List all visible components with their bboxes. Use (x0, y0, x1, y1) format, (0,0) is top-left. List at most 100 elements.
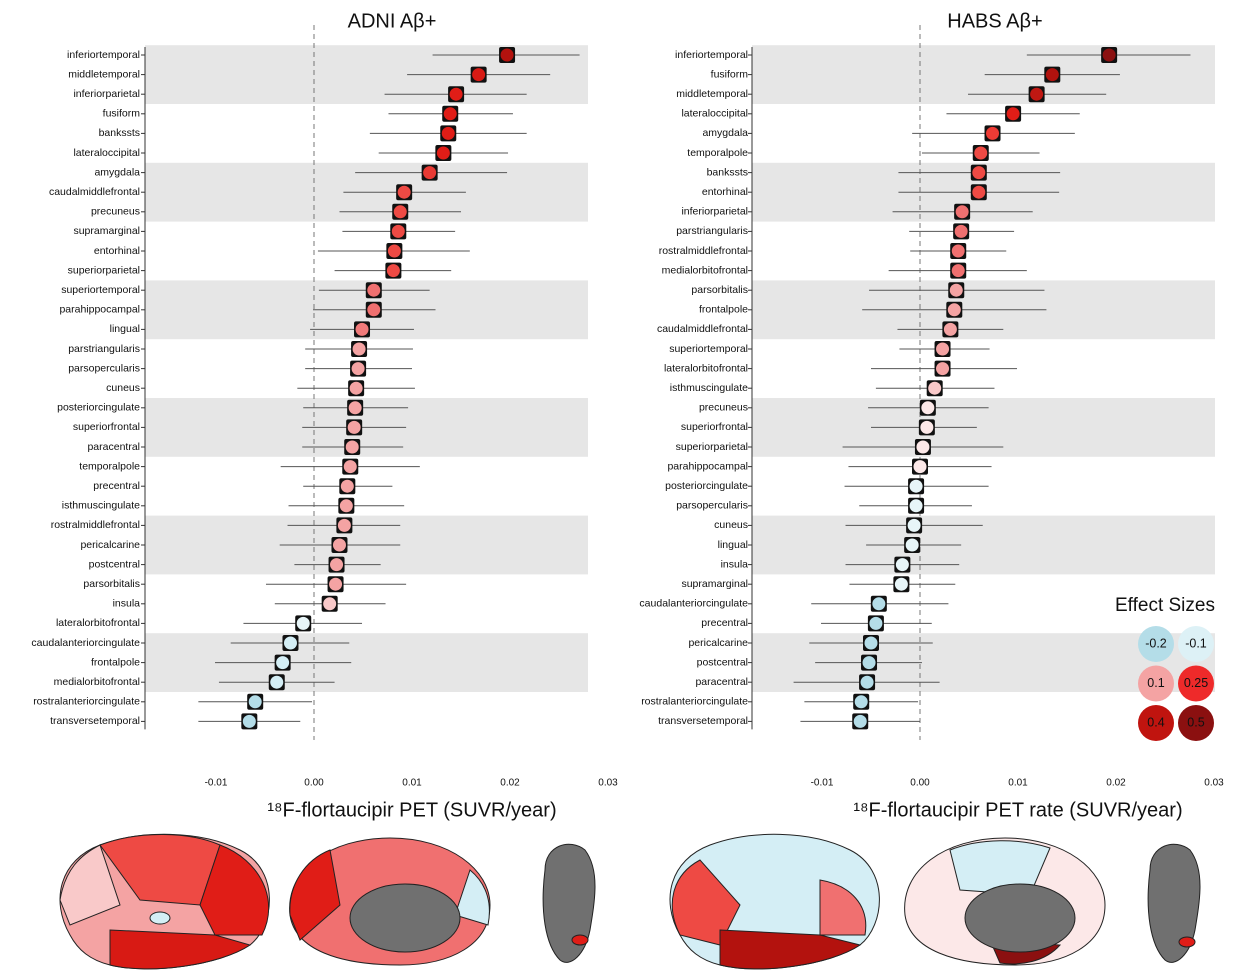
y-tick-label: medialorbitofrontal (662, 264, 748, 276)
legend-label: 0.25 (1184, 676, 1208, 690)
y-tick-label: rostralmiddlefrontal (51, 519, 140, 531)
point-estimate (936, 362, 949, 375)
x-tick-label: 0.02 (1106, 778, 1126, 789)
adni-medial-brain (290, 838, 490, 965)
y-tick-label: parsopercularis (676, 500, 748, 512)
point-estimate (472, 68, 485, 81)
row-band (752, 398, 1215, 457)
y-tick-label: lateralorbitofrontal (664, 362, 748, 374)
row-band (752, 516, 1215, 575)
y-tick-label: caudalmiddlefrontal (49, 186, 140, 198)
y-tick-label: parsorbitalis (83, 578, 140, 590)
point-estimate (1007, 107, 1020, 120)
point-estimate (916, 441, 929, 454)
point-estimate (387, 264, 400, 277)
point-estimate (936, 343, 949, 356)
habs-lateral-brain (670, 834, 879, 969)
point-estimate (284, 637, 297, 650)
y-tick-label: entorhinal (94, 245, 140, 257)
point-estimate (398, 186, 411, 199)
x-tick-label: 0.03 (598, 778, 618, 789)
point-estimate (972, 166, 985, 179)
point-estimate (444, 107, 457, 120)
point-estimate (869, 617, 882, 630)
legend-title: Effect Sizes (1115, 595, 1215, 616)
point-estimate (394, 205, 407, 218)
x-tick-label: -0.01 (811, 778, 834, 789)
y-tick-label: inferiorparietal (681, 206, 748, 218)
point-estimate (423, 166, 436, 179)
x-axis-title: ¹⁸F-flortaucipir PET rate (SUVR/year) (853, 799, 1182, 821)
y-tick-label: middletemporal (68, 68, 140, 80)
point-estimate (863, 656, 876, 669)
x-tick-label: -0.01 (205, 778, 228, 789)
y-tick-label: lateraloccipital (681, 108, 748, 120)
point-estimate (367, 303, 380, 316)
point-estimate (928, 382, 941, 395)
y-tick-label: superiortemporal (669, 343, 748, 355)
point-estimate (910, 499, 923, 512)
brain-renderings (60, 834, 1200, 969)
point-estimate (350, 382, 363, 395)
point-estimate (1030, 88, 1043, 101)
point-estimate (956, 205, 969, 218)
y-tick-label: medialorbitofrontal (54, 676, 140, 688)
point-estimate (948, 303, 961, 316)
point-estimate (921, 401, 934, 414)
y-tick-label: posteriorcingulate (665, 480, 748, 492)
point-estimate (276, 656, 289, 669)
y-tick-label: supramarginal (73, 225, 140, 237)
y-tick-label: caudalanteriorcingulate (639, 598, 748, 610)
y-tick-label: insula (113, 598, 141, 610)
y-tick-label: parstriangularis (676, 225, 748, 237)
y-tick-label: pericalcarine (688, 637, 748, 649)
y-tick-label: rostralanteriorcingulate (33, 696, 140, 708)
y-tick-label: insula (721, 558, 749, 570)
y-tick-label: transversetemporal (658, 715, 748, 727)
point-estimate (392, 225, 405, 238)
y-tick-label: superiorparietal (676, 441, 748, 453)
point-estimate (861, 676, 874, 689)
point-estimate (908, 519, 921, 532)
y-tick-label: pericalcarine (80, 539, 140, 551)
y-tick-label: parahippocampal (667, 460, 748, 472)
point-estimate (352, 362, 365, 375)
point-estimate (872, 597, 885, 610)
point-estimate (297, 617, 310, 630)
y-tick-label: superiorparietal (68, 264, 140, 276)
point-estimate (986, 127, 999, 140)
row-band (145, 633, 588, 692)
y-tick-label: frontalpole (91, 656, 140, 668)
point-estimate (330, 558, 343, 571)
y-tick-label: temporalpole (79, 460, 140, 472)
y-tick-label: frontalpole (699, 304, 748, 316)
point-estimate (249, 695, 262, 708)
point-estimate (270, 676, 283, 689)
x-tick-label: 0.01 (1008, 778, 1028, 789)
y-tick-label: inferiortemporal (67, 49, 140, 61)
point-estimate (1046, 68, 1059, 81)
point-estimate (865, 637, 878, 650)
y-tick-label: postcentral (697, 656, 748, 668)
x-tick-label: 0.03 (1204, 778, 1224, 789)
y-tick-label: lingual (718, 539, 748, 551)
y-tick-label: cuneus (714, 519, 748, 531)
y-tick-label: middletemporal (676, 88, 748, 100)
y-tick-label: paracentral (87, 441, 140, 453)
point-estimate (338, 519, 351, 532)
x-tick-label: 0.02 (500, 778, 520, 789)
y-tick-label: isthmuscingulate (62, 500, 140, 512)
point-estimate (955, 225, 968, 238)
adni-lateral-brain (60, 834, 269, 969)
y-tick-label: parsopercularis (68, 362, 140, 374)
point-estimate (501, 49, 514, 62)
x-tick-label: 0.00 (910, 778, 930, 789)
point-estimate (896, 558, 909, 571)
y-tick-label: transversetemporal (50, 715, 140, 727)
point-estimate (914, 460, 927, 473)
point-estimate (920, 421, 933, 434)
point-estimate (442, 127, 455, 140)
point-estimate (353, 343, 366, 356)
point-estimate (950, 284, 963, 297)
